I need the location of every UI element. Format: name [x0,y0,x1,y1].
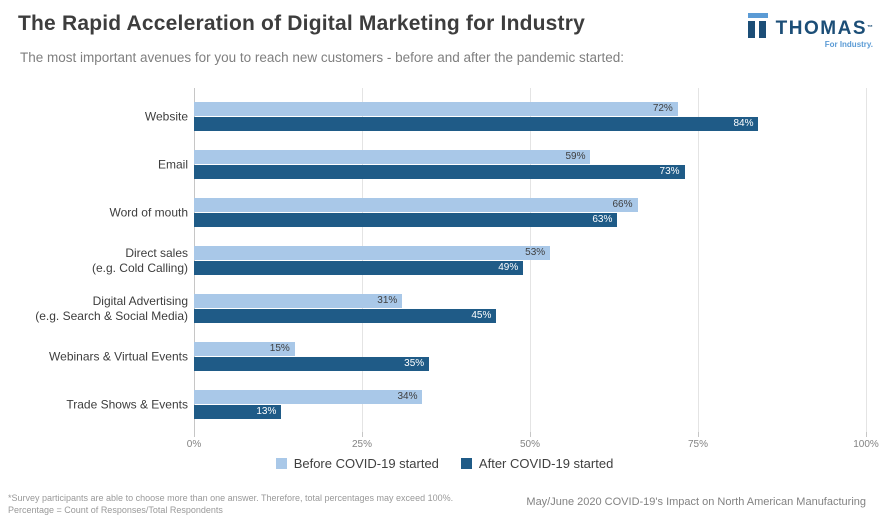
legend-label: After COVID-19 started [478,456,614,471]
axis-tick [698,432,699,437]
logo-tagline: For Industry. [824,40,873,49]
bar-after-covid: 45% [194,309,497,323]
bar-value-label: 15% [269,343,290,354]
x-axis-label: 0% [186,439,202,450]
y-axis-line [194,88,195,432]
gridline [866,88,867,432]
logo-text: THOMAS™ For Industry. [776,13,873,49]
category-label: Webinars & Virtual Events [49,349,188,363]
legend-item: Before COVID-19 started [275,456,439,471]
category-label: Trade Shows & Events [66,397,188,411]
logo-topbar-shape [747,13,768,18]
bar-before-covid: 59% [194,150,591,164]
bar-before-covid: 31% [194,294,403,308]
category-label: Digital Advertising (e.g. Search & Social… [35,293,188,323]
gridline [530,88,531,432]
bar-value-label: 31% [377,295,398,306]
gridline [362,88,363,432]
gridline [698,88,699,432]
bar-value-label: 53% [525,247,546,258]
bar-value-label: 49% [498,262,519,273]
bar-before-covid: 66% [194,198,638,212]
bar-before-covid: 15% [194,342,295,356]
bar-value-label: 13% [256,406,277,417]
bar-after-covid: 35% [194,357,430,371]
legend-label: Before COVID-19 started [293,456,439,471]
x-axis-label: 25% [351,439,373,450]
category-label: Email [157,157,188,171]
bar-value-label: 35% [404,358,425,369]
x-axis-label: 100% [853,439,879,450]
bar-after-covid: 13% [194,405,282,419]
legend-item: After COVID-19 started [460,456,614,471]
trademark-symbol: ™ [867,25,873,31]
bar-value-label: 34% [397,391,418,402]
bar-value-label: 72% [652,103,673,114]
report-header: The Rapid Acceleration of Digital Market… [18,12,624,65]
thomas-logo: THOMAS™ For Industry. [747,13,873,49]
legend-swatch [275,458,287,469]
bar-value-label: 66% [612,199,633,210]
logo-wordmark: THOMAS™ [775,18,873,39]
bar-value-label: 45% [471,310,492,321]
axis-tick [530,432,531,437]
page-title: The Rapid Acceleration of Digital Market… [18,12,585,35]
category-label: Website [144,109,188,123]
footnote: *Survey participants are able to choose … [8,492,453,516]
bar-value-label: 73% [659,166,680,177]
bar-before-covid: 72% [194,102,678,116]
footnote-line-1: *Survey participants are able to choose … [8,493,454,503]
category-label: Direct sales (e.g. Cold Calling) [91,245,188,275]
chart-legend: Before COVID-19 started After COVID-19 st… [0,456,889,471]
bar-before-covid: 34% [194,390,423,404]
bar-value-label: 63% [592,214,613,225]
bar-after-covid: 84% [194,117,759,131]
bar-after-covid: 63% [194,213,618,227]
x-axis-label: 75% [687,439,709,450]
axis-tick [866,432,867,437]
bar-before-covid: 53% [194,246,551,260]
page-subtitle: The most important avenues for you to re… [20,50,625,65]
bar-after-covid: 73% [194,165,685,179]
axis-tick [362,432,363,437]
x-axis-label: 50% [519,439,541,450]
bar-after-covid: 49% [194,261,524,275]
bar-value-label: 59% [565,151,586,162]
logo-ii-shape [747,21,768,38]
axis-tick [194,432,195,437]
bar-value-label: 84% [733,118,754,129]
footnote-line-2: Percentage = Count of Responses/Total Re… [8,505,223,515]
thomas-logo-icon [747,13,768,38]
category-label: Word of mouth [109,205,188,219]
legend-swatch [460,458,472,469]
source-note: May/June 2020 COVID-19's Impact on North… [526,496,866,508]
